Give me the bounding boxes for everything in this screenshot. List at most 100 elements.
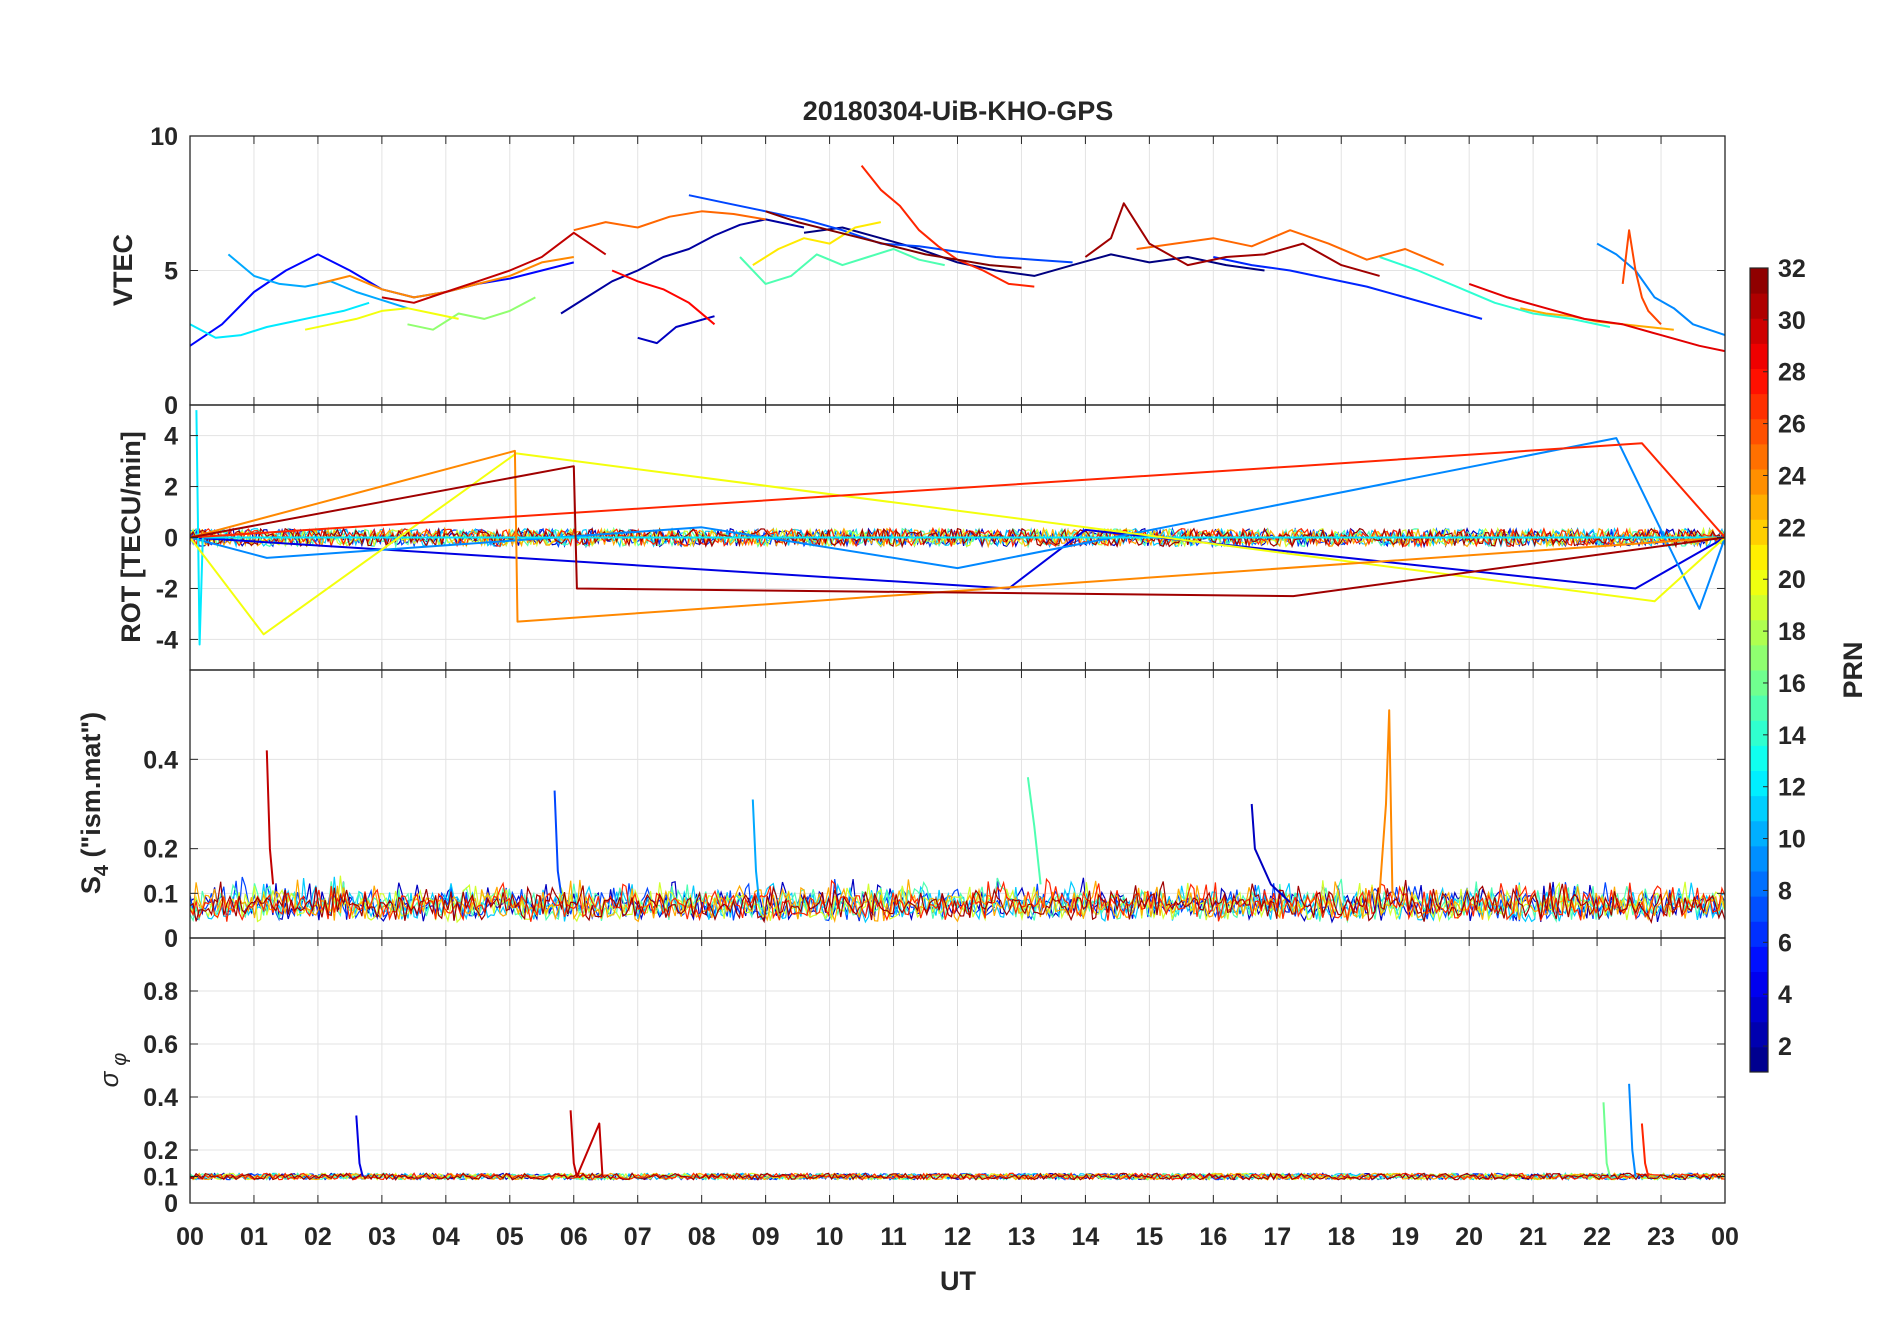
colorbar-step bbox=[1750, 569, 1768, 596]
y-tick-label: -2 bbox=[156, 575, 178, 603]
x-tick-label: 23 bbox=[1647, 1223, 1675, 1251]
colorbar-tick-label: 26 bbox=[1778, 411, 1806, 439]
colorbar-step bbox=[1750, 795, 1768, 822]
y-tick-label: 0.2 bbox=[143, 836, 178, 864]
colorbar-step bbox=[1750, 921, 1768, 947]
s4-y-label-main: S bbox=[76, 876, 106, 894]
y-tick-label: -4 bbox=[156, 626, 178, 654]
vtec-series-prn-1 bbox=[803, 226, 1265, 277]
s4-noise-trace bbox=[190, 879, 1725, 924]
y-tick-label: 0.1 bbox=[143, 1164, 178, 1192]
vtec-series-prn-14 bbox=[1379, 256, 1611, 328]
vtec-series-prn-20 bbox=[304, 307, 459, 331]
colorbar-tick-label: 24 bbox=[1778, 462, 1806, 490]
x-tick-label: 08 bbox=[688, 1223, 716, 1251]
vtec-series-prn-31 bbox=[1084, 202, 1380, 277]
x-tick-label: 10 bbox=[816, 1223, 844, 1251]
x-tick-label: 00 bbox=[176, 1223, 204, 1251]
s4-series-prn-24 bbox=[1378, 709, 1394, 894]
vtec-series-prn-12 bbox=[190, 301, 370, 339]
colorbar-tick-label: 6 bbox=[1778, 929, 1792, 957]
sigma_phi-series-prn-9 bbox=[1628, 1083, 1637, 1177]
x-tick-label: 07 bbox=[624, 1223, 652, 1251]
s4-series-prn-3 bbox=[1250, 803, 1291, 904]
colorbar-tick-label: 22 bbox=[1778, 514, 1806, 542]
colorbar-step bbox=[1750, 418, 1768, 445]
s4-y-label: S4 ("ism.mat") bbox=[76, 712, 113, 894]
colorbar-step bbox=[1750, 268, 1768, 294]
y-tick-label: 0.1 bbox=[143, 880, 178, 908]
colorbar-step bbox=[1750, 619, 1768, 646]
vtec-series-prn-21 bbox=[752, 221, 882, 266]
x-tick-labels: 00 01 02 03 04 05 06 07 08 09 10 11 12 13 14 15 16 17 18 19… bbox=[176, 1223, 1739, 1251]
colorbar-step bbox=[1750, 971, 1768, 998]
colorbar-tick-label: 4 bbox=[1778, 981, 1792, 1009]
colorbar-step bbox=[1750, 519, 1768, 545]
rot-series-prn-27 bbox=[190, 442, 1725, 539]
colorbar-step bbox=[1750, 544, 1768, 570]
colorbar-tick-label: 10 bbox=[1778, 826, 1806, 854]
vtec-series-prn-25 bbox=[1136, 229, 1444, 267]
x-tick-label: 22 bbox=[1583, 1223, 1611, 1251]
x-tick-label: 11 bbox=[880, 1223, 907, 1251]
sigma_phi-series-prn-16 bbox=[1602, 1102, 1611, 1177]
colorbar-step bbox=[1750, 368, 1768, 395]
axes-frames bbox=[189, 135, 1726, 1204]
colorbar-step bbox=[1750, 946, 1768, 972]
rot-series-prn-20 bbox=[190, 452, 1725, 636]
rot-noise-trace bbox=[190, 527, 1725, 549]
vtec-series-prn-10 bbox=[227, 253, 408, 310]
s4-y-label-sub: 4 bbox=[91, 864, 113, 876]
s4-noise-trace bbox=[190, 877, 1725, 922]
vtec-y-label: VTEC bbox=[108, 234, 138, 306]
y-tick-label: 0 bbox=[164, 1190, 178, 1218]
vtec-series-prn-32 bbox=[765, 210, 1022, 269]
colorbar-step bbox=[1750, 770, 1768, 797]
vtec-series-prn-30 bbox=[381, 231, 607, 304]
colorbar-label: PRN bbox=[1838, 641, 1868, 698]
x-tick-label: 03 bbox=[368, 1223, 396, 1251]
colorbar-tick-label: 28 bbox=[1778, 359, 1806, 387]
y-tick-label: 4 bbox=[164, 423, 178, 451]
x-tick-label: 02 bbox=[304, 1223, 332, 1251]
colorbar-step bbox=[1750, 343, 1768, 369]
colorbar-frame bbox=[1749, 267, 1769, 1073]
x-tick-label: 09 bbox=[752, 1223, 780, 1251]
colorbar-step bbox=[1750, 494, 1768, 520]
s4-series-prn-7 bbox=[553, 790, 562, 894]
sigma_phi-series-prn-4 bbox=[355, 1115, 364, 1177]
rot-series-prn-9 bbox=[190, 437, 1725, 610]
y-tick-label: 0.2 bbox=[143, 1137, 178, 1165]
vtec-series-prn-9 bbox=[1596, 242, 1725, 337]
rot-series-prn-12 bbox=[195, 410, 1725, 646]
colorbar-step bbox=[1750, 469, 1768, 495]
rot-y-label: ROT [TECU/min] bbox=[116, 431, 146, 642]
colorbar-tick-label: 32 bbox=[1778, 255, 1806, 283]
sigma_phi-noise-trace bbox=[190, 1172, 1725, 1181]
vtec-series-prn-26 bbox=[1621, 229, 1662, 325]
colorbar-tick-label: 20 bbox=[1778, 566, 1806, 594]
vtec-series-prn-2 bbox=[560, 218, 805, 315]
rot-noise-trace bbox=[190, 526, 1725, 549]
colorbar-step bbox=[1750, 820, 1768, 847]
colorbar-tick-label: 14 bbox=[1778, 722, 1806, 750]
colorbar-tick-label: 12 bbox=[1778, 774, 1806, 802]
sigma-phi-y-label-sub: φ bbox=[109, 1053, 131, 1066]
y-tick-label: 0 bbox=[164, 525, 178, 553]
colorbar-step bbox=[1750, 594, 1768, 621]
colorbar-step bbox=[1750, 745, 1768, 771]
y-tick-label: 0.4 bbox=[143, 746, 178, 774]
colorbar-tick-label: 18 bbox=[1778, 618, 1806, 646]
x-tick-label: 16 bbox=[1199, 1223, 1227, 1251]
x-tick-label: 15 bbox=[1135, 1223, 1163, 1251]
colorbar-step bbox=[1750, 720, 1768, 746]
x-tick-label: 06 bbox=[560, 1223, 588, 1251]
colorbar-step bbox=[1750, 996, 1768, 1023]
colorbar-steps bbox=[1750, 268, 1768, 1073]
y-tick-label: 0 bbox=[164, 925, 178, 953]
x-tick-label: 21 bbox=[1519, 1223, 1547, 1251]
vtec-series-prn-25 bbox=[573, 210, 766, 232]
colorbar-tick-label: 30 bbox=[1778, 307, 1806, 335]
